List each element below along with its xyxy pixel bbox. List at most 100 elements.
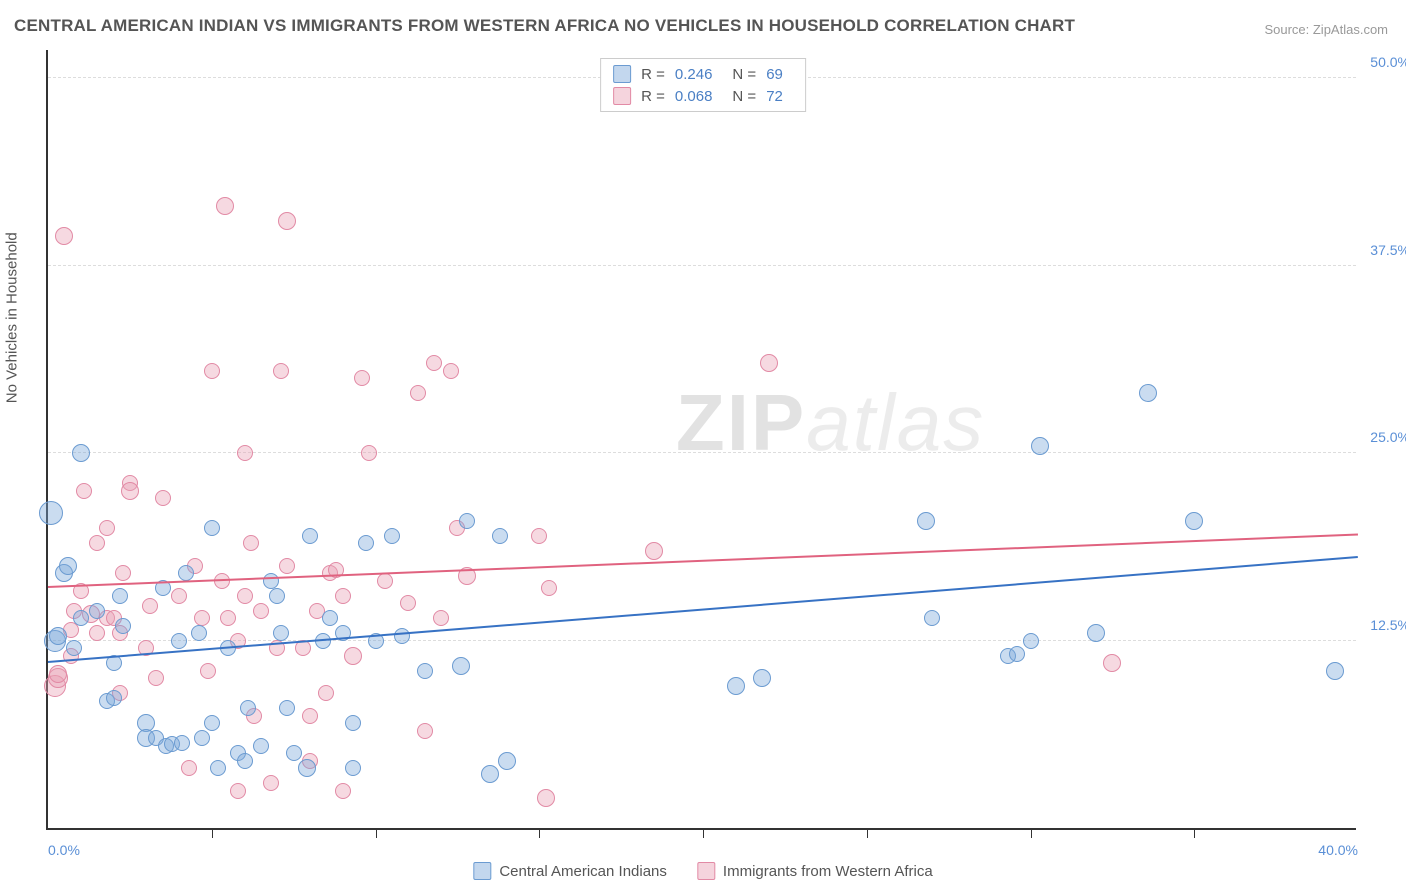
scatter-point [76,483,92,499]
scatter-point [55,227,73,245]
scatter-point [263,775,279,791]
scatter-point [1326,662,1344,680]
grid-line [48,265,1356,266]
scatter-point [210,760,226,776]
y-axis-label: No Vehicles in Household [4,232,21,403]
scatter-point [263,573,279,589]
scatter-point [1031,437,1049,455]
scatter-point [377,573,393,589]
legend-stats-row: R =0.246N =69 [609,63,797,85]
scatter-point [200,663,216,679]
scatter-point [204,520,220,536]
x-tick [867,828,868,838]
bottom-legend-item: Immigrants from Western Africa [697,862,933,880]
scatter-point [89,603,105,619]
scatter-point [89,625,105,641]
scatter-point [171,633,187,649]
scatter-point [194,610,210,626]
scatter-point [400,595,416,611]
scatter-point [645,542,663,560]
legend-label: Central American Indians [499,863,667,880]
scatter-point [279,558,295,574]
plot-area: ZIPatlas 12.5%25.0%37.5%50.0%0.0%40.0% [46,50,1356,830]
scatter-point [269,588,285,604]
watermark-zip: ZIP [676,378,806,467]
scatter-point [361,445,377,461]
chart-title: CENTRAL AMERICAN INDIAN VS IMMIGRANTS FR… [14,16,1075,36]
scatter-point [99,520,115,536]
stat-r-label: R = [641,88,665,105]
scatter-point [481,765,499,783]
scatter-point [240,700,256,716]
legend-label: Immigrants from Western Africa [723,863,933,880]
scatter-point [302,708,318,724]
scatter-point [498,752,516,770]
scatter-point [273,363,289,379]
scatter-point [541,580,557,596]
bottom-legend: Central American Indians Immigrants from … [473,862,932,880]
scatter-point [121,482,139,500]
chart-source: Source: ZipAtlas.com [1264,22,1388,37]
x-tick [376,828,377,838]
stat-r-value: 0.246 [675,66,713,83]
scatter-point [1139,384,1157,402]
legend-swatch [697,862,715,880]
scatter-point [237,588,253,604]
scatter-point [322,610,338,626]
scatter-point [335,783,351,799]
trend-line [48,556,1358,663]
x-tick-label: 0.0% [48,842,80,858]
y-tick-label: 50.0% [1370,54,1406,70]
watermark: ZIPatlas [676,377,985,469]
legend-stats: R =0.246N =69R =0.068N =72 [600,58,806,112]
scatter-point [384,528,400,544]
scatter-point [286,745,302,761]
scatter-point [426,355,442,371]
scatter-point [753,669,771,687]
legend-swatch [613,87,631,105]
scatter-point [237,753,253,769]
scatter-point [204,363,220,379]
scatter-point [1103,654,1121,672]
scatter-point [191,625,207,641]
scatter-point [253,738,269,754]
scatter-point [148,670,164,686]
scatter-point [727,677,745,695]
legend-swatch [613,65,631,83]
scatter-point [335,588,351,604]
scatter-point [302,528,318,544]
scatter-point [1009,646,1025,662]
x-tick-label: 40.0% [1318,842,1358,858]
scatter-point [253,603,269,619]
legend-swatch [473,862,491,880]
x-tick [1194,828,1195,838]
scatter-point [89,535,105,551]
scatter-point [73,610,89,626]
scatter-point [358,535,374,551]
scatter-point [279,700,295,716]
x-tick [1031,828,1032,838]
scatter-point [155,490,171,506]
scatter-point [194,730,210,746]
scatter-point [204,715,220,731]
scatter-point [354,370,370,386]
scatter-point [142,598,158,614]
scatter-point [492,528,508,544]
y-tick-label: 25.0% [1370,429,1406,445]
scatter-point [345,715,361,731]
stat-n-label: N = [732,66,756,83]
scatter-point [112,588,128,604]
scatter-point [344,647,362,665]
scatter-point [178,565,194,581]
scatter-point [273,625,289,641]
scatter-point [66,640,82,656]
scatter-point [443,363,459,379]
scatter-point [115,618,131,634]
scatter-point [59,557,77,575]
scatter-point [459,513,475,529]
stat-r-value: 0.068 [675,88,713,105]
scatter-point [298,759,316,777]
y-tick-label: 37.5% [1370,242,1406,258]
stat-r-label: R = [641,66,665,83]
scatter-point [278,212,296,230]
